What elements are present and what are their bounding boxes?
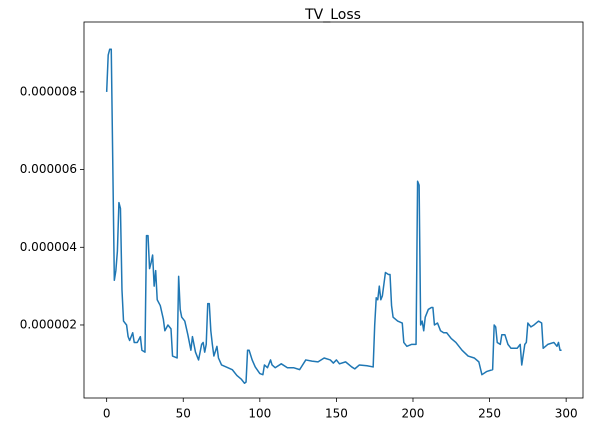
plot-frame [83,21,584,399]
x-tick-label: 200 [402,407,425,421]
x-tick-label: 150 [325,407,348,421]
y-tick-label: 0.000002 [20,317,77,331]
y-tick-label: 0.000008 [20,84,77,98]
x-tick-label: 100 [248,407,271,421]
x-tick-label: 250 [478,407,501,421]
x-tick-label: 50 [176,407,191,421]
line-series [105,48,562,384]
y-tick-label: 0.000004 [20,240,77,254]
chart-title: TV_Loss [304,7,361,23]
x-tick-label: 0 [103,407,111,421]
x-tick-label: 300 [555,407,578,421]
y-tick-label: 0.000006 [20,162,77,176]
